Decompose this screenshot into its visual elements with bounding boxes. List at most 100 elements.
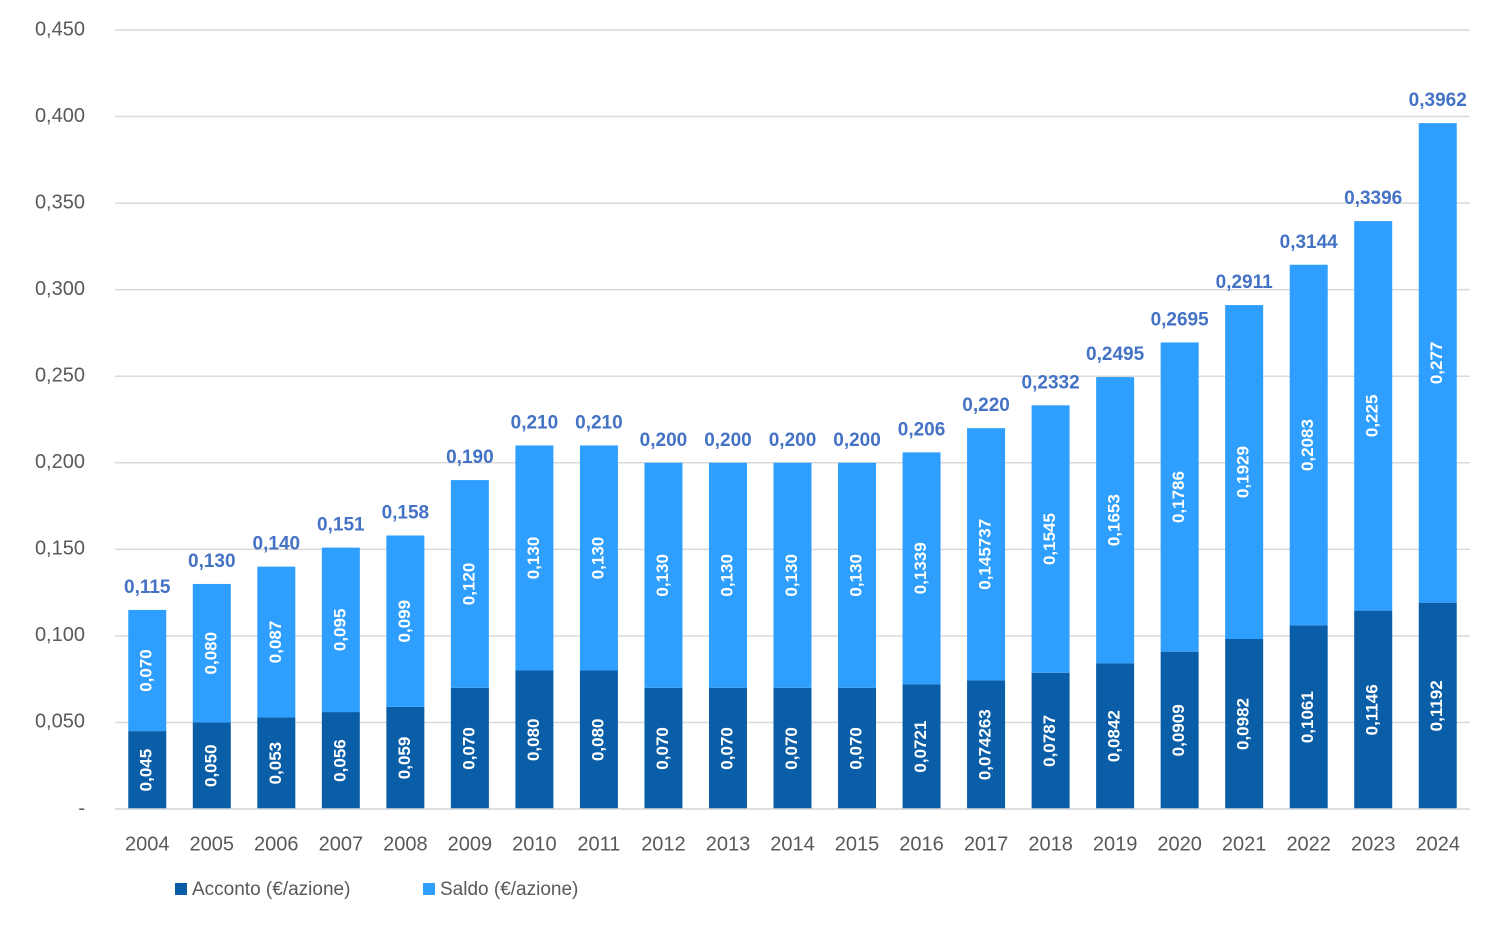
total-label: 0,2911 xyxy=(1216,272,1273,293)
bar-segment xyxy=(579,670,618,809)
value-label: 0,080 xyxy=(588,718,607,761)
bar-segment xyxy=(128,609,167,732)
value-label: 0,095 xyxy=(330,609,349,652)
x-tick-label: 2010 xyxy=(512,833,557,855)
legend-swatch xyxy=(423,883,435,895)
bar-segment xyxy=(386,535,425,707)
bar-segment xyxy=(773,462,812,688)
value-label: 0,130 xyxy=(717,554,736,597)
value-label: 0,074263 xyxy=(976,709,995,780)
value-label: 0,087 xyxy=(266,621,285,664)
bar-segment xyxy=(515,445,554,671)
bar-segment xyxy=(515,670,554,809)
value-label: 0,056 xyxy=(330,739,349,782)
total-label: 0,200 xyxy=(704,430,752,451)
bar-segment xyxy=(1160,342,1199,652)
y-tick-label: 0,350 xyxy=(35,191,85,213)
value-label: 0,070 xyxy=(847,727,866,770)
total-label: 0,3144 xyxy=(1280,232,1339,253)
total-label: 0,151 xyxy=(317,515,365,536)
total-label: 0,115 xyxy=(124,577,171,598)
bar-segment xyxy=(902,684,941,809)
value-label: 0,059 xyxy=(395,737,414,780)
bar-segment xyxy=(838,687,877,809)
bar-segment xyxy=(1160,651,1199,809)
value-label: 0,130 xyxy=(524,537,543,580)
value-label: 0,1929 xyxy=(1234,446,1253,498)
total-label: 0,200 xyxy=(769,430,817,451)
legend-swatch xyxy=(175,883,187,895)
value-label: 0,053 xyxy=(266,742,285,785)
bar-segment xyxy=(192,583,231,723)
bar-segment xyxy=(644,687,683,809)
x-tick-label: 2007 xyxy=(319,833,364,855)
x-tick-label: 2020 xyxy=(1157,833,1202,855)
bar-segment xyxy=(1225,305,1264,640)
y-tick-label: 0,050 xyxy=(35,711,85,733)
bar-segment xyxy=(1418,123,1457,603)
value-label: 0,1192 xyxy=(1427,680,1446,731)
value-label: 0,0787 xyxy=(1040,715,1059,767)
bar-segment xyxy=(708,687,747,809)
total-label: 0,130 xyxy=(188,551,236,572)
bar-segment xyxy=(967,680,1006,809)
bar-segment xyxy=(838,462,877,688)
value-label: 0,070 xyxy=(653,727,672,770)
x-tick-label: 2019 xyxy=(1093,833,1138,855)
bar-segment xyxy=(1225,639,1264,809)
bar-segment xyxy=(450,687,489,809)
x-tick-label: 2008 xyxy=(383,833,428,855)
value-label: 0,070 xyxy=(782,727,801,770)
value-label: 0,120 xyxy=(459,563,478,606)
legend-label: Acconto (€/azione) xyxy=(192,879,350,900)
y-tick-label: 0,100 xyxy=(35,624,85,646)
x-tick-label: 2017 xyxy=(964,833,1009,855)
value-label: 0,0842 xyxy=(1105,710,1124,762)
y-tick-label: 0,200 xyxy=(35,451,85,473)
value-label: 0,225 xyxy=(1363,395,1382,438)
bar-segment xyxy=(257,566,296,718)
bar-segment xyxy=(321,712,360,809)
total-label: 0,2332 xyxy=(1022,372,1080,393)
total-label: 0,140 xyxy=(253,534,301,555)
total-label: 0,206 xyxy=(898,419,946,440)
value-label: 0,045 xyxy=(137,749,156,792)
value-label: 0,130 xyxy=(782,554,801,597)
bar-segment xyxy=(773,687,812,809)
total-label: 0,210 xyxy=(575,412,623,433)
value-label: 0,0982 xyxy=(1234,698,1253,750)
value-label: 0,1786 xyxy=(1169,471,1188,523)
y-tick-label: 0,300 xyxy=(35,278,85,300)
value-label: 0,130 xyxy=(653,554,672,597)
x-tick-label: 2004 xyxy=(125,833,170,855)
bar-segment xyxy=(450,480,489,688)
bar-segment xyxy=(192,722,231,809)
x-tick-label: 2014 xyxy=(770,833,815,855)
bar-segment xyxy=(321,547,360,713)
x-tick-label: 2012 xyxy=(641,833,686,855)
total-label: 0,200 xyxy=(833,430,881,451)
value-label: 0,050 xyxy=(201,744,220,787)
value-label: 0,1653 xyxy=(1105,494,1124,546)
bar-segment xyxy=(708,462,747,688)
bar-segment xyxy=(902,452,941,685)
y-tick-label: 0,400 xyxy=(35,105,85,127)
total-label: 0,190 xyxy=(446,447,494,468)
total-label: 0,3396 xyxy=(1344,188,1402,209)
x-tick-label: 2018 xyxy=(1028,833,1073,855)
bar-segment xyxy=(1031,405,1070,673)
y-tick-label: - xyxy=(78,797,85,819)
bar-segment xyxy=(1031,672,1070,809)
x-tick-label: 2016 xyxy=(899,833,944,855)
y-tick-label: 0,150 xyxy=(35,538,85,560)
bar-segment xyxy=(579,445,618,671)
value-label: 0,145737 xyxy=(976,519,995,590)
value-label: 0,277 xyxy=(1427,342,1446,385)
bar-segment xyxy=(1354,610,1393,809)
value-label: 0,1146 xyxy=(1363,684,1382,735)
bar-segment xyxy=(257,717,296,809)
bar-segment xyxy=(1354,221,1393,611)
value-label: 0,099 xyxy=(395,600,414,643)
total-label: 0,2695 xyxy=(1151,309,1210,330)
bar-segment xyxy=(644,462,683,688)
